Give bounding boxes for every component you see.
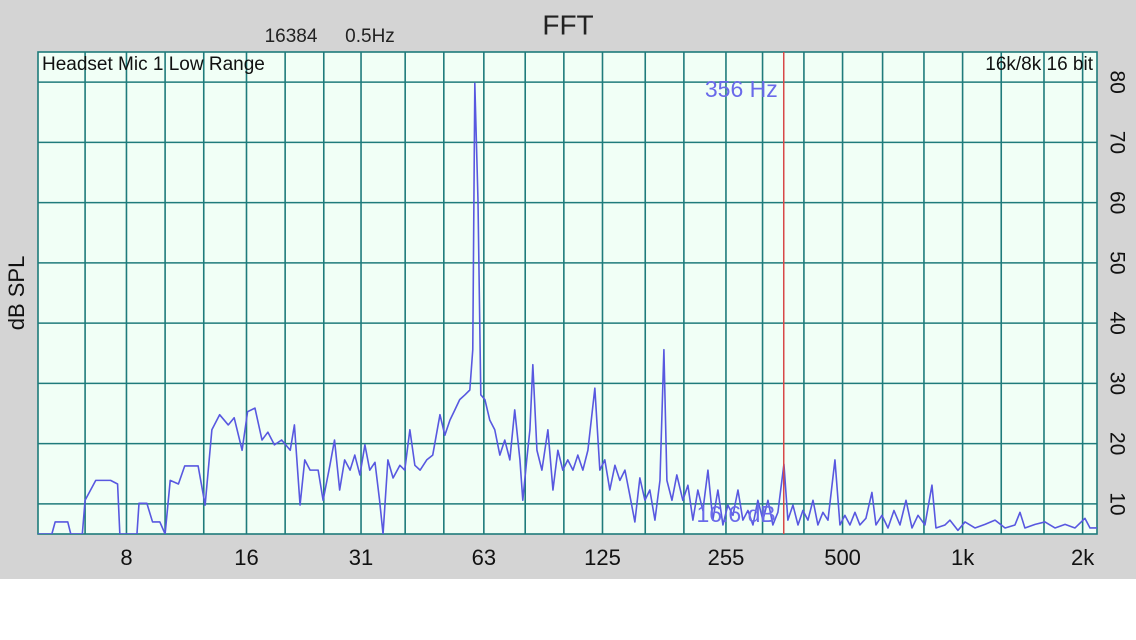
- chart-title: FFT: [542, 9, 593, 40]
- x-tick-label: 31: [349, 545, 373, 570]
- grid: [37, 51, 1098, 535]
- spectrum-line: [38, 82, 1097, 534]
- y-tick-label: 10: [1105, 492, 1128, 515]
- resolution: 0.5Hz: [345, 26, 395, 47]
- cursor-frequency-label: 356 Hz: [705, 76, 778, 102]
- x-tick-label: 2k: [1071, 545, 1095, 570]
- x-tick-label: 125: [584, 545, 621, 570]
- format-label: 16k/8k 16 bit: [985, 54, 1093, 75]
- labels: 8 16 31 63 125 255 500 1k 2k 10 20 30 40 50 60 70 80 356 …: [120, 70, 1128, 569]
- source-label: Headset Mic 1 Low Range: [42, 54, 265, 75]
- y-tick-label: 70: [1105, 131, 1128, 154]
- y-tick-label: 30: [1105, 372, 1128, 395]
- x-tick-label: 500: [824, 545, 861, 570]
- x-tick-label: 8: [120, 545, 132, 570]
- x-tick-label: 1k: [951, 545, 975, 570]
- y-axis-label: dB SPL: [4, 256, 29, 331]
- y-tick-label: 60: [1105, 191, 1128, 214]
- plot-area: [38, 52, 1097, 534]
- y-tick-label: 50: [1105, 251, 1128, 274]
- x-tick-label: 16: [234, 545, 258, 570]
- y-tick-label: 40: [1105, 311, 1128, 334]
- x-tick-label: 63: [472, 545, 496, 570]
- x-tick-label: 255: [708, 545, 745, 570]
- series: [38, 52, 1097, 534]
- y-tick-label: 80: [1105, 70, 1128, 93]
- fft-size: 16384: [265, 26, 318, 47]
- plot-border: [37, 51, 1098, 535]
- cursor-level-label: 16.6 dB: [696, 501, 775, 527]
- y-tick-label: 20: [1105, 432, 1128, 455]
